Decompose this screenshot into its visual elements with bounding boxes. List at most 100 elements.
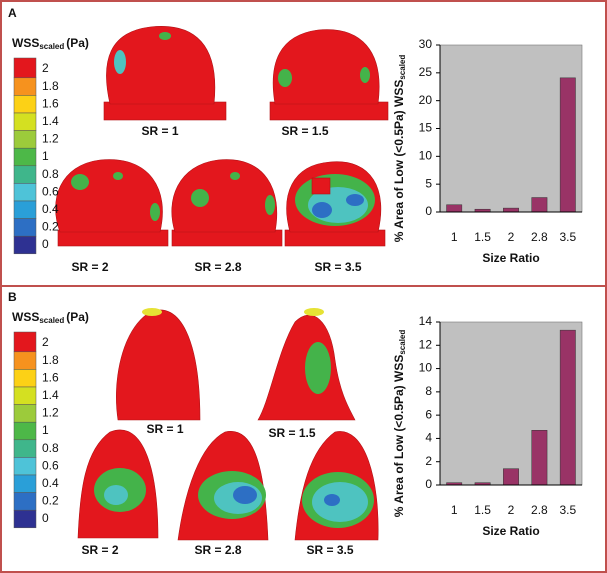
y-tick-label: 2	[425, 454, 432, 468]
y-tick-label: 6	[425, 407, 432, 421]
x-tick-label: 1	[451, 503, 458, 517]
y-tick-label: 30	[419, 37, 433, 51]
colorbar-segment	[13, 218, 37, 237]
colorbar-tick-label: 0	[42, 237, 49, 251]
colorbar-segment	[13, 200, 37, 219]
plot-area	[439, 44, 583, 213]
y-tick-label: 10	[419, 149, 433, 163]
colorbar-tick-label: 1.4	[42, 114, 59, 128]
y-tick-label: 14	[419, 314, 433, 328]
x-tick-label: 2	[508, 503, 515, 517]
colorbar-title-sub: scaled	[39, 42, 64, 51]
colorbar-tick-label: 1.6	[42, 370, 59, 384]
y-tick-label: 5	[425, 176, 432, 190]
aneurysm-images-a	[55, 26, 389, 247]
y-tick-label: 0	[425, 477, 432, 491]
colorbar-segment	[13, 421, 37, 441]
y-axis-label: % Area of Low (<0.5Pa) WSSscaled	[392, 55, 407, 243]
colorbar-tick-label: 0.6	[42, 184, 59, 198]
colorbar-tick-label: 1.8	[42, 79, 59, 93]
x-tick-label: 1	[451, 230, 458, 244]
bar	[531, 197, 548, 213]
colorbar-segment	[13, 235, 37, 255]
colorbar-tick-label: 1.8	[42, 353, 59, 367]
colorbar-tick-label: 0	[42, 511, 49, 525]
colorbar-tick-label: 1.2	[42, 406, 59, 420]
y-tick-label: 0	[425, 204, 432, 218]
image-caption: SR = 2	[71, 260, 108, 274]
colorbar-title-sub: scaled	[39, 316, 64, 325]
colorbar-segment	[13, 112, 37, 131]
image-caption: SR = 1	[146, 422, 183, 436]
colorbar-tick-label: 1.6	[42, 96, 59, 110]
colorbar-segment	[13, 351, 37, 370]
image-caption: SR = 2.8	[194, 260, 241, 274]
aneurysm-images-b	[77, 308, 379, 541]
colorbar-segment	[13, 183, 37, 202]
colorbar-segment	[13, 165, 37, 184]
colorbar-segment	[13, 474, 37, 493]
colorbar-segment	[13, 492, 37, 511]
bar	[559, 77, 576, 213]
y-axis-label-sub: scaled	[398, 55, 407, 80]
colorbar-segment	[13, 404, 37, 423]
panel-label: B	[8, 290, 17, 304]
x-tick-label: 1.5	[474, 230, 491, 244]
image-caption: SR = 1.5	[281, 124, 328, 138]
bar	[531, 430, 548, 486]
x-tick-label: 1.5	[474, 503, 491, 517]
colorbar-segment	[13, 95, 37, 114]
colorbar-tick-label: 1.2	[42, 132, 59, 146]
plot-area	[439, 321, 583, 486]
y-tick-label: 4	[425, 431, 432, 445]
x-axis-label: Size Ratio	[482, 524, 539, 538]
colorbar-segment	[13, 439, 37, 458]
y-tick-label: 12	[419, 337, 433, 351]
y-axis-label-sub: scaled	[398, 330, 407, 355]
colorbar-segment	[13, 57, 37, 79]
x-tick-label: 2.8	[531, 503, 548, 517]
image-caption: SR = 1.5	[268, 426, 315, 440]
colorbar-segment	[13, 130, 37, 149]
image-caption: SR = 2	[81, 543, 118, 557]
colorbar-tick-label: 0.8	[42, 167, 59, 181]
y-axis-label-main: % Area of Low (<0.5Pa) WSS	[392, 355, 406, 518]
colorbar-title-main: WSS	[12, 310, 39, 324]
colorbar-segment	[13, 509, 37, 529]
colorbar-tick-label: 1	[42, 149, 49, 163]
colorbar-title-main: WSS	[12, 36, 39, 50]
image-caption: SR = 1	[141, 124, 178, 138]
colorbar-segment	[13, 386, 37, 405]
y-tick-label: 15	[419, 121, 433, 135]
colorbar-title-unit: (Pa)	[66, 36, 89, 50]
colorbar-tick-label: 2	[42, 61, 49, 75]
colorbar-segment	[13, 147, 37, 167]
colorbar-tick-label: 0.8	[42, 441, 59, 455]
y-axis-label-main: % Area of Low (<0.5Pa) WSS	[392, 80, 406, 243]
colorbar-title: WSSscaled (Pa)	[12, 310, 89, 325]
x-axis-label: Size Ratio	[482, 251, 539, 265]
colorbar-tick-label: 1.4	[42, 388, 59, 402]
bar	[503, 207, 519, 213]
y-tick-label: 10	[419, 361, 433, 375]
panel-label: A	[8, 6, 17, 20]
x-tick-label: 3.5	[559, 503, 576, 517]
colorbar-title: WSSscaled (Pa)	[12, 36, 89, 51]
colorbar-title-unit: (Pa)	[66, 310, 89, 324]
colorbar-tick-label: 0.6	[42, 458, 59, 472]
colorbar-tick-label: 0.4	[42, 476, 59, 490]
bar	[446, 204, 463, 213]
bar	[559, 329, 576, 486]
colorbar-tick-label: 0.4	[42, 202, 59, 216]
image-caption: SR = 2.8	[194, 543, 241, 557]
colorbar-tick-label: 0.2	[42, 220, 59, 234]
colorbar-segment	[13, 457, 37, 476]
x-tick-label: 2.8	[531, 230, 548, 244]
colorbar-segment	[13, 77, 37, 96]
x-tick-label: 2	[508, 230, 515, 244]
y-tick-label: 8	[425, 384, 432, 398]
x-tick-label: 3.5	[559, 230, 576, 244]
colorbar-segment	[13, 369, 37, 388]
y-axis-label: % Area of Low (<0.5Pa) WSSscaled	[392, 330, 407, 518]
